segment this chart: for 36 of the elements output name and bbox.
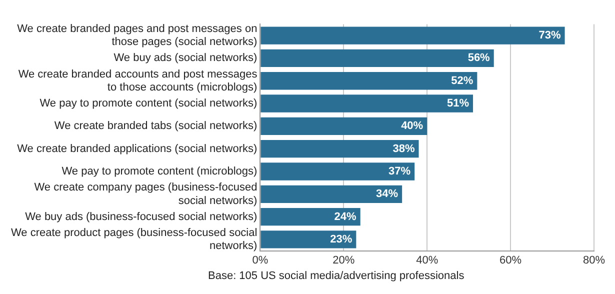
data-label: 52%: [451, 74, 474, 87]
y-tick-label: We create branded accounts and post messages to those accounts (microblogs): [18, 68, 258, 94]
data-label: 38%: [392, 142, 415, 155]
bar: [260, 185, 402, 203]
data-label: 73%: [538, 30, 561, 42]
bar: [260, 94, 473, 112]
y-tick-label: We create company pages (business-focused social networks): [34, 182, 258, 207]
y-tick-label: We buy ads (business-focused social networks): [25, 210, 258, 223]
data-label: 51%: [446, 98, 470, 110]
bar: [260, 26, 565, 44]
y-tick-label: We buy ads (social networks): [114, 52, 258, 64]
y-tick-label: We create branded applications (social networks): [17, 142, 258, 155]
bar: [260, 72, 478, 90]
y-tick-label: We create branded pages and post messages on those pages (social networks): [17, 22, 258, 48]
y-tick-label: We create branded tabs (social networks): [54, 120, 258, 132]
y-tick-label: We pay to promote content (microblogs): [62, 166, 258, 178]
data-label: 37%: [388, 166, 411, 178]
bar: [260, 208, 360, 226]
data-label: 56%: [468, 52, 490, 64]
data-label: 24%: [334, 210, 357, 223]
x-tick-label: 60%: [500, 254, 522, 266]
bar: [260, 117, 428, 136]
bar: [260, 140, 419, 158]
x-tick-label: 0%: [252, 254, 268, 266]
x-tick-label: 20%: [332, 254, 355, 266]
data-label: 34%: [376, 188, 398, 200]
y-tick-label: We create product pages (business-focused social networks): [10, 226, 258, 252]
data-label: 40%: [401, 120, 424, 132]
x-tick-label: 80%: [582, 254, 606, 266]
bar: [260, 162, 415, 180]
data-label: 23%: [330, 234, 352, 246]
x-tick-label: 40%: [416, 254, 438, 266]
bar: [260, 49, 494, 68]
bar: [260, 230, 356, 248]
y-tick-label: We pay to promote content (social networks): [40, 98, 258, 110]
text: Base: 105 US social media/advertising professionals: [208, 270, 466, 282]
